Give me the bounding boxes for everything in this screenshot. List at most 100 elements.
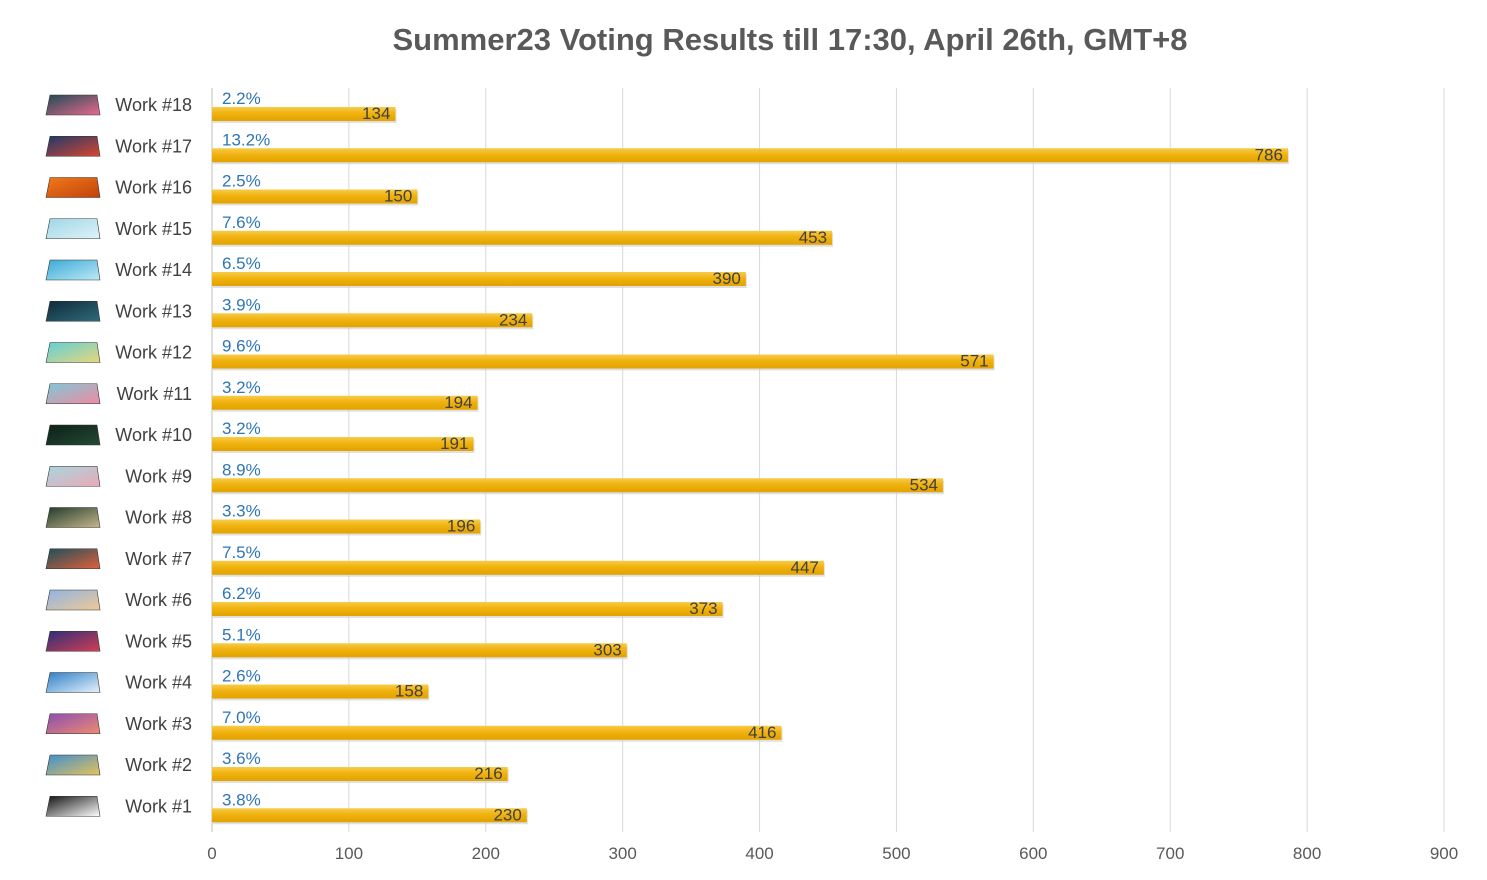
x-tick-label: 800 [1293,844,1321,863]
category-label: Work #14 [115,260,192,280]
x-tick-label: 200 [472,844,500,863]
bar [212,395,478,410]
category-label: Work #17 [115,136,192,156]
value-label: 390 [712,269,740,288]
purple-pink-mousepad-icon [45,713,101,735]
percent-label: 3.8% [222,790,261,809]
value-label: 453 [799,228,827,247]
category-label: Work #6 [125,590,192,610]
category-label: Work #9 [125,466,192,486]
percent-label: 5.1% [222,625,261,644]
percent-label: 3.2% [222,419,261,438]
category-label: Work #10 [115,425,192,445]
bar [212,602,723,616]
category-label: Work #13 [115,301,192,321]
light-blue-texture-mousepad-icon [45,218,101,240]
category-label: Work #15 [115,219,192,239]
category-label: Work #8 [125,508,192,528]
bar [212,148,1288,163]
x-tick-label: 500 [882,844,910,863]
category-label: Work #3 [125,714,192,734]
value-label: 786 [1255,145,1283,164]
bar [212,313,533,328]
bar [212,725,782,740]
value-label: 194 [444,393,472,412]
x-tick-label: 300 [608,844,636,863]
percent-label: 2.5% [222,172,261,191]
bar [212,107,396,121]
turquoise-water-mousepad-icon [45,342,101,363]
bar [212,272,746,286]
bar [212,808,527,823]
percent-label: 3.3% [222,502,261,521]
red-blue-swirl-mousepad-icon [45,135,101,157]
category-label: Work #12 [115,343,192,363]
x-tick-label: 0 [207,844,216,863]
bar [212,684,429,699]
blue-sky-cloud-mousepad-icon [45,672,101,693]
percent-label: 2.2% [222,89,261,108]
bar [212,437,474,451]
bar [212,560,824,575]
value-label: 196 [447,517,475,536]
bar [212,230,833,245]
value-label: 571 [960,352,988,371]
category-label: Work #5 [125,631,192,651]
percent-label: 3.9% [222,295,261,314]
category-label: Work #7 [125,549,192,569]
bar [212,478,943,493]
category-label: Work #4 [125,673,192,693]
orange-lotus-mousepad-icon [45,177,101,198]
percent-label: 6.2% [222,584,261,603]
x-tick-label: 900 [1430,844,1458,863]
bar [212,354,994,369]
value-label: 191 [440,434,468,453]
category-label: Work #16 [115,178,192,198]
bar [212,767,508,781]
x-tick-label: 100 [335,844,363,863]
pink-flower-mousepad-icon [45,94,101,116]
percent-label: 13.2% [222,130,270,149]
value-label: 134 [362,104,390,123]
dark-spiral-mousepad-icon [45,507,101,528]
percent-label: 7.6% [222,213,261,232]
dusk-gradient-mousepad-icon [45,630,101,652]
black-ring-mousepad-icon [45,795,101,817]
value-label: 373 [689,599,717,618]
value-label: 534 [910,475,938,494]
sky-gradient-mousepad-icon [45,589,101,611]
pastel-waves-mousepad-icon [45,465,101,487]
value-label: 416 [748,723,776,742]
percent-label: 2.6% [222,667,261,686]
category-label: Work #2 [125,755,192,775]
value-label: 150 [384,187,412,206]
x-tick-label: 600 [1019,844,1047,863]
percent-label: 3.2% [222,378,261,397]
percent-label: 9.6% [222,337,261,356]
dark-mountain-mousepad-icon [45,300,101,322]
category-label: Work #1 [125,796,192,816]
percent-label: 8.9% [222,460,261,479]
percent-label: 3.6% [222,749,261,768]
x-tick-label: 700 [1156,844,1184,863]
bar [212,643,627,658]
value-label: 158 [395,682,423,701]
red-wave-mousepad-icon [45,548,101,570]
dark-forest-mousepad-icon [45,424,101,446]
chart-title: Summer23 Voting Results till 17:30, Apri… [392,22,1188,57]
percent-label: 6.5% [222,254,261,273]
pink-pyramid-mousepad-icon [45,383,101,405]
value-label: 230 [493,805,521,824]
category-label: Work #18 [115,95,192,115]
value-label: 216 [474,764,502,783]
bar [212,189,418,204]
bar [212,519,481,534]
percent-label: 7.0% [222,708,261,727]
value-label: 234 [499,310,527,329]
x-tick-label: 400 [745,844,773,863]
value-label: 447 [791,558,819,577]
value-label: 303 [593,640,621,659]
percent-label: 7.5% [222,543,261,562]
